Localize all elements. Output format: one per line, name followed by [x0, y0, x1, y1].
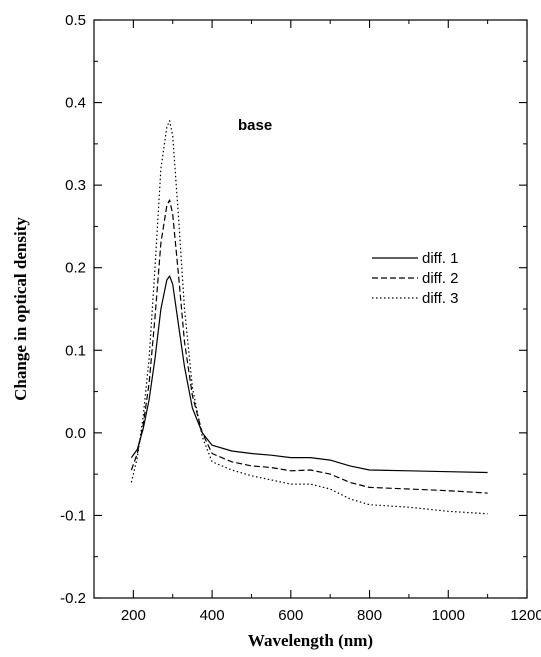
- x-tick-label: 800: [357, 607, 382, 624]
- plot-frame: [93, 19, 528, 599]
- x-tick-label: 1200: [510, 607, 541, 624]
- y-tick-label: -0.2: [60, 590, 86, 607]
- x-tick-label: 1000: [432, 607, 465, 624]
- y-axis-label: Change in optical density: [11, 217, 30, 401]
- x-axis-label: Wavelength (nm): [248, 631, 373, 650]
- chart-annotation: base: [238, 117, 272, 134]
- legend: diff. 1 diff. 2 diff. 3: [372, 250, 458, 307]
- y-tick-label: 0.4: [65, 95, 86, 112]
- legend-label-2: diff. 2: [422, 270, 458, 287]
- y-tick-label: 0.5: [65, 12, 86, 29]
- x-tick-label: 200: [121, 607, 146, 624]
- series-line-2: [130, 199, 488, 494]
- y-tick-label: 0.3: [65, 177, 86, 194]
- y-tick-label: 0.1: [65, 342, 86, 359]
- legend-label-1: diff. 1: [422, 250, 458, 267]
- y-tick-label: 0.0: [65, 425, 86, 442]
- x-tick-label: 600: [278, 607, 303, 624]
- series-line-3: [130, 120, 488, 515]
- y-tick-label: 0.2: [65, 260, 86, 277]
- legend-label-3: diff. 3: [422, 290, 458, 307]
- x-tick-label: 400: [200, 607, 225, 624]
- y-tick-label: -0.1: [60, 507, 86, 524]
